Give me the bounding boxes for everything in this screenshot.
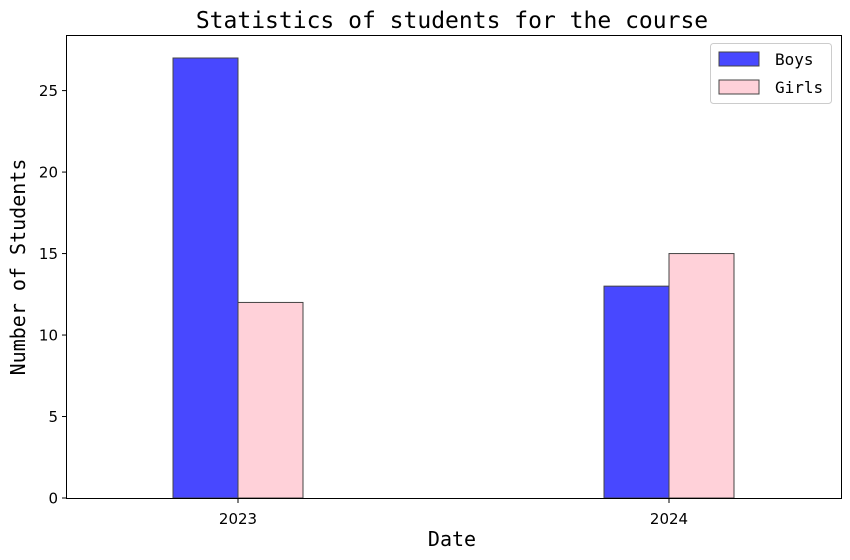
y-tick-label: 20	[39, 164, 58, 182]
bars-group	[172, 57, 735, 499]
legend-label-girls: Girls	[775, 78, 823, 97]
y-tick-label: 10	[39, 327, 58, 345]
y-tick-label: 25	[39, 82, 58, 100]
legend: Boys Girls	[710, 43, 832, 104]
x-tick-label: 2023	[219, 510, 257, 528]
y-tick-label: 0	[48, 490, 58, 508]
bar-boys-2023	[172, 57, 239, 499]
bar-girls-2024	[668, 253, 735, 499]
y-axis-label: Number of Students	[6, 159, 30, 376]
bar-girls-2023	[237, 301, 304, 499]
legend-label-boys: Boys	[775, 50, 814, 69]
bar-boys-2024	[603, 285, 670, 499]
chart-title: Statistics of students for the course	[196, 8, 708, 34]
legend-swatch-boys	[718, 51, 760, 67]
y-tick-label: 5	[48, 408, 58, 426]
x-axis-label: Date	[428, 527, 476, 551]
axes-group	[66, 35, 842, 499]
legend-swatch-girls	[718, 79, 760, 95]
y-tick-label: 15	[39, 245, 58, 263]
plot-frame	[66, 35, 842, 499]
x-ticks-group: 2023 2024	[219, 498, 688, 528]
y-ticks-group: 0 5 10 15 20 25	[39, 82, 67, 508]
x-tick-label: 2024	[650, 510, 688, 528]
